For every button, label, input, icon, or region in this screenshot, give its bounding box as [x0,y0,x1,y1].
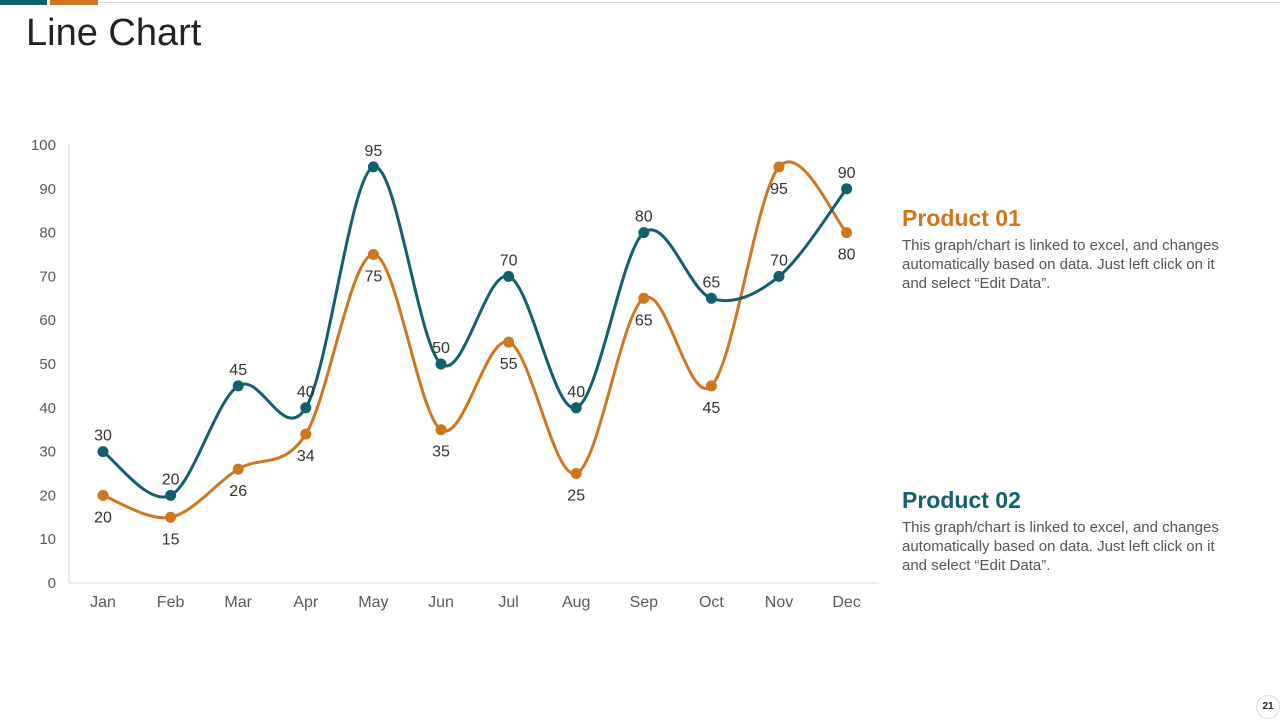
accent-bar-teal [0,0,47,5]
data-point-product-01 [367,249,379,260]
data-label-product-01: 15 [162,531,180,548]
page-title: Line Chart [26,12,202,54]
data-label-product-02: 90 [838,165,856,182]
x-tick-label: Sep [630,594,659,611]
legend-product-02: Product 02 This graph/chart is linked to… [902,487,1252,575]
y-tick-label: 90 [39,181,56,198]
data-point-product-02 [570,402,582,414]
data-label-product-02: 30 [94,428,112,445]
data-label-product-02: 40 [297,384,315,401]
data-label-product-01: 20 [94,509,112,526]
y-tick-label: 30 [39,444,56,461]
series-line-product-02 [101,165,849,499]
data-label-product-02: 70 [500,252,518,269]
data-point-product-02 [503,270,515,282]
data-label-product-02: 95 [365,143,383,160]
data-point-product-02 [300,402,312,414]
x-tick-label: Nov [765,594,793,611]
legend-description-product-01: This graph/chart is linked to excel, and… [902,237,1219,292]
y-tick-label: 100 [31,137,56,154]
legend-title-product-02: Product 02 [902,487,1021,513]
data-point-product-02 [435,358,447,370]
legend-product-01: Product 01 This graph/chart is linked to… [902,205,1252,293]
x-tick-label: Jun [428,594,454,611]
data-point-product-02 [841,183,853,195]
data-label-product-01: 75 [365,269,383,286]
data-point-product-02 [165,489,177,501]
page-number: 21 [1256,695,1280,719]
y-tick-label: 80 [39,225,56,242]
y-tick-label: 70 [39,268,56,285]
data-point-product-01 [773,161,785,173]
data-point-product-02 [638,227,650,239]
y-tick-label: 0 [48,575,56,592]
data-label-product-01: 35 [432,444,450,461]
x-tick-label: Jul [498,594,518,611]
accent-bar-orange [50,0,98,5]
data-label-product-02: 65 [703,274,721,291]
series-line-product-01 [101,160,849,520]
data-label-product-02: 45 [229,362,247,379]
data-label-product-01: 34 [297,448,315,465]
data-point-product-02 [773,270,785,282]
y-tick-label: 50 [39,356,56,373]
y-tick-label: 20 [39,487,56,504]
y-tick-label: 40 [39,400,56,417]
data-label-product-02: 20 [162,471,180,488]
data-point-product-01 [638,292,650,304]
x-tick-label: Jan [90,594,116,611]
data-point-product-01 [232,463,244,475]
x-tick-label: Oct [699,594,724,611]
y-tick-label: 10 [39,531,56,548]
x-tick-label: Apr [293,594,319,611]
data-label-product-02: 70 [770,252,788,269]
x-tick-label: Aug [562,594,590,611]
x-tick-label: May [358,594,388,611]
data-point-product-02 [97,446,109,458]
data-point-product-01 [570,468,582,479]
data-point-product-01 [165,511,177,523]
x-tick-label: Mar [224,594,252,611]
data-point-product-01 [97,489,109,501]
data-label-product-02: 50 [432,340,450,357]
data-point-product-01 [705,380,717,392]
data-label-product-01: 80 [838,247,856,264]
top-rule [0,2,1280,3]
data-label-product-01: 25 [567,488,585,505]
data-point-product-01 [435,424,447,436]
data-point-product-02 [367,161,379,173]
data-point-product-02 [232,380,244,392]
legend-title-product-01: Product 01 [902,205,1021,231]
data-label-product-01: 26 [229,483,247,500]
data-point-product-01 [841,227,853,239]
data-label-product-02: 40 [567,384,585,401]
data-label-product-01: 95 [770,181,788,198]
data-label-product-01: 65 [635,312,653,329]
x-tick-label: Dec [832,594,860,611]
x-tick-label: Feb [157,594,185,611]
y-tick-label: 60 [39,312,56,329]
data-label-product-02: 80 [635,209,653,226]
data-point-product-01 [503,336,515,348]
data-point-product-02 [705,292,717,304]
legend-description-product-02: This graph/chart is linked to excel, and… [902,519,1219,574]
data-point-product-01 [300,428,312,440]
data-label-product-01: 55 [500,356,518,373]
data-label-product-01: 45 [703,400,721,417]
